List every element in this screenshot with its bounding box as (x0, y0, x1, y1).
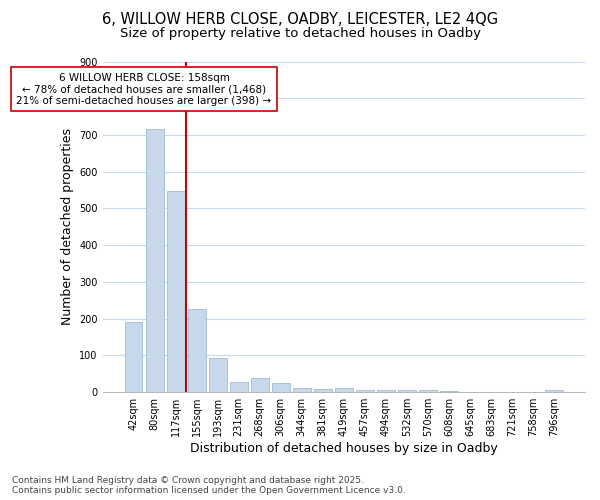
Bar (377, 390, 395, 392)
Bar (545, 390, 563, 392)
Bar (125, 322, 142, 392)
Bar (335, 388, 353, 392)
Bar (146, 130, 164, 392)
X-axis label: Distribution of detached houses by size in Oadby: Distribution of detached houses by size … (190, 442, 498, 455)
Bar (251, 378, 269, 392)
Text: 6 WILLOW HERB CLOSE: 158sqm
← 78% of detached houses are smaller (1,468)
21% of : 6 WILLOW HERB CLOSE: 158sqm ← 78% of det… (16, 72, 272, 106)
Bar (398, 390, 416, 392)
Y-axis label: Number of detached properties: Number of detached properties (61, 128, 74, 326)
Bar (230, 382, 248, 392)
Text: Contains HM Land Registry data © Crown copyright and database right 2025.
Contai: Contains HM Land Registry data © Crown c… (12, 476, 406, 495)
Bar (272, 383, 290, 392)
Bar (356, 390, 374, 392)
Bar (188, 309, 206, 392)
Bar (209, 358, 227, 392)
Text: Size of property relative to detached houses in Oadby: Size of property relative to detached ho… (119, 28, 481, 40)
Bar (419, 390, 437, 392)
Bar (440, 390, 458, 392)
Text: 6, WILLOW HERB CLOSE, OADBY, LEICESTER, LE2 4QG: 6, WILLOW HERB CLOSE, OADBY, LEICESTER, … (102, 12, 498, 28)
Bar (293, 388, 311, 392)
Bar (314, 388, 332, 392)
Bar (167, 191, 185, 392)
